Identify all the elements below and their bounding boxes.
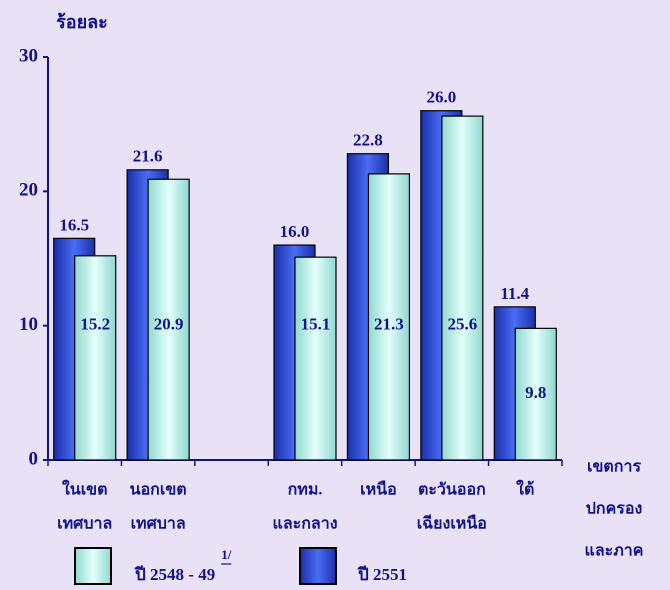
x-tick-label: เทศบาล <box>57 516 112 533</box>
y-tick-label: 10 <box>19 314 38 335</box>
value-label: 9.8 <box>525 383 546 402</box>
x-tick-label: เฉียงเหนือ <box>417 514 487 533</box>
value-label: 20.9 <box>154 315 184 334</box>
bar <box>441 115 484 461</box>
legend-label: ปี 2548 - 49 <box>134 564 215 584</box>
bar <box>367 173 411 461</box>
value-label: 22.8 <box>353 131 383 150</box>
x-tick-label: เหนือ <box>360 481 397 499</box>
bar <box>74 255 117 461</box>
legend-swatch <box>299 547 337 585</box>
y-tick-label: 20 <box>19 180 38 201</box>
value-label: 25.6 <box>447 315 477 334</box>
value-label: 11.4 <box>500 284 529 303</box>
x-tick-label: นอกเขต <box>130 482 187 499</box>
value-label: 21.6 <box>133 147 163 166</box>
legend-note: 1/ <box>221 547 232 562</box>
value-label: 15.2 <box>80 315 110 334</box>
value-label: 16.5 <box>59 215 89 234</box>
bar <box>514 327 557 461</box>
value-label: 15.1 <box>301 315 331 334</box>
legend-label: ปี 2551 <box>357 564 407 584</box>
x-tick-label: เทศบาล <box>131 516 186 533</box>
x-tick-label: ในเขต <box>62 480 108 499</box>
x-axis-label: เขตการ <box>587 459 641 476</box>
y-axis-label: ร้อยละ <box>56 12 108 32</box>
y-tick-label: 0 <box>29 448 39 469</box>
bar <box>147 178 190 461</box>
x-axis-label: และภาค <box>585 543 644 560</box>
x-tick-label: ตะวันออก <box>418 481 486 499</box>
x-tick-label: ใต้ <box>516 480 534 499</box>
legend-swatch <box>74 547 112 585</box>
value-label: 16.0 <box>280 222 310 241</box>
value-label: 26.0 <box>426 88 456 107</box>
bar <box>294 256 337 461</box>
x-axis-label: ปกครอง <box>586 501 643 518</box>
x-tick-label: กทม. <box>288 482 323 499</box>
x-tick-label: และกลาง <box>273 516 338 533</box>
value-label: 21.3 <box>374 315 404 334</box>
y-tick-label: 30 <box>19 45 38 66</box>
